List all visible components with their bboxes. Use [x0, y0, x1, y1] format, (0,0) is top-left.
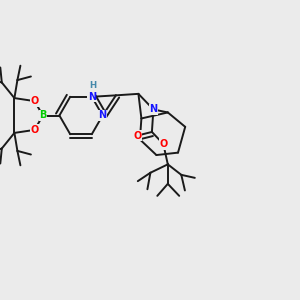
Text: H: H — [90, 81, 97, 90]
Text: O: O — [30, 125, 39, 135]
Text: O: O — [159, 139, 167, 149]
Text: B: B — [39, 110, 46, 121]
Text: N: N — [88, 92, 96, 102]
Text: N: N — [98, 110, 107, 121]
Text: O: O — [134, 130, 142, 140]
Text: O: O — [30, 96, 39, 106]
Text: N: N — [149, 104, 158, 114]
